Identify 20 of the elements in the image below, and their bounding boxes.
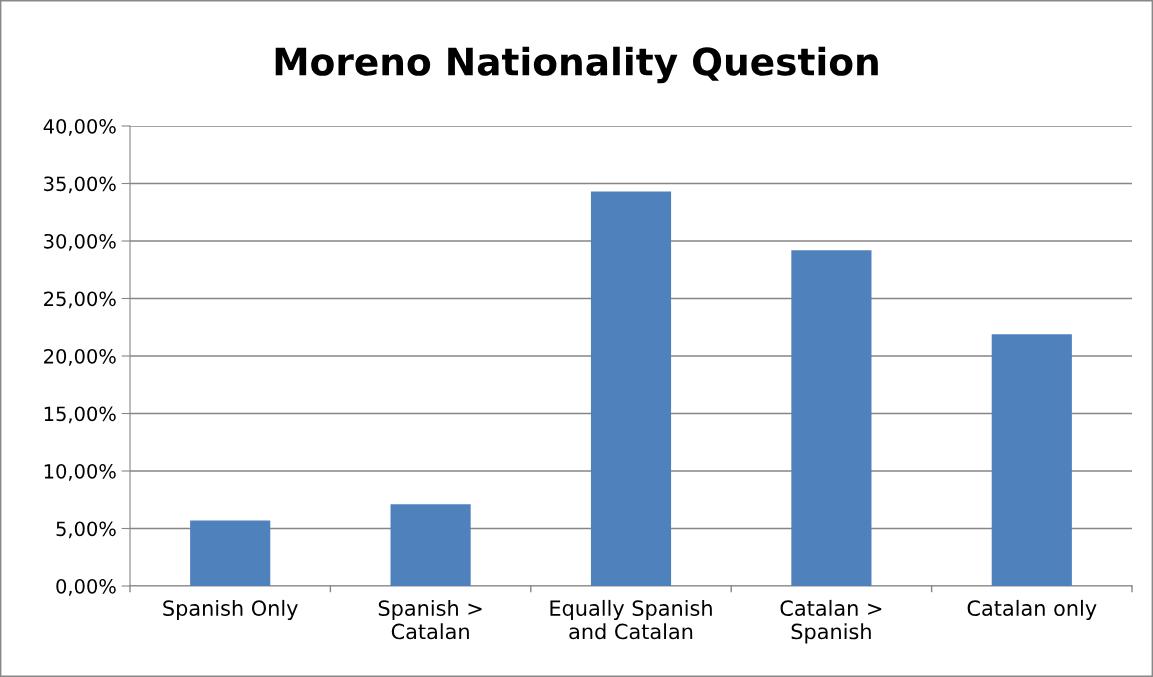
x-tick-label: Catalan > Spanish (780, 599, 882, 644)
bar (190, 520, 271, 586)
x-tick-label: Spanish Only (163, 599, 298, 621)
y-tick-label: 35,00% (44, 176, 116, 194)
bar (991, 334, 1072, 586)
y-tick-label: 30,00% (44, 233, 116, 251)
x-tick-label: Spanish > Catalan (378, 599, 482, 640)
y-tick-label: 0,00% (56, 578, 116, 596)
bar (590, 191, 672, 586)
y-tick-label: 20,00% (44, 348, 116, 366)
y-tick-label: 40,00% (43, 118, 116, 136)
y-tick-label: 25,00% (44, 291, 116, 309)
x-tick-label: Catalan only (967, 599, 1097, 621)
y-tick-label: 5,00% (56, 521, 116, 539)
y-tick-label: 15,00% (44, 406, 116, 424)
bar (390, 504, 471, 586)
y-tick-label: 10,00% (44, 463, 116, 481)
chart-title: Moreno Nationality Question (275, 46, 878, 84)
x-tick-label: Equally Spanish and Catalan (550, 599, 712, 640)
bar (791, 250, 872, 586)
